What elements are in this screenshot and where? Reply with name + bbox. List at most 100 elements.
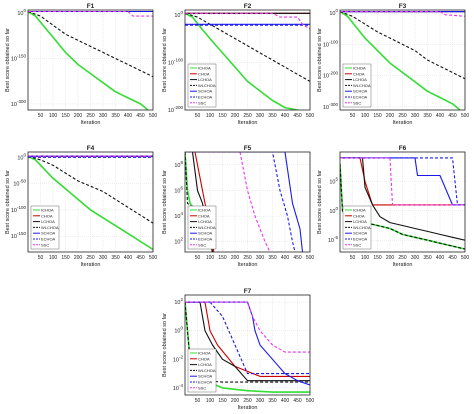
x-tick-label: 300 bbox=[256, 255, 265, 261]
x-tick-label: 150 bbox=[373, 255, 382, 261]
x-tick-label: 250 bbox=[398, 255, 407, 261]
x-tick-label: 350 bbox=[111, 255, 120, 261]
x-tick-label: 450 bbox=[136, 255, 145, 261]
y-axis-label: Best score obtained so far bbox=[162, 28, 168, 92]
legend-label-choa: CHOA bbox=[353, 213, 365, 218]
y-tick-label: 105 bbox=[329, 176, 338, 185]
x-tick-label: 150 bbox=[61, 255, 70, 261]
chart-title: F7 bbox=[244, 288, 252, 295]
x-tick-label: 300 bbox=[411, 255, 420, 261]
legend-label-echoa: ECHOA bbox=[198, 380, 213, 385]
y-tick-label: 10-300 bbox=[323, 102, 339, 111]
legend-label-schoa: SCHOA bbox=[41, 231, 56, 236]
legend-box bbox=[187, 348, 217, 393]
y-tick-label: 10-100 bbox=[168, 57, 184, 66]
x-tick-label: 100 bbox=[49, 255, 58, 261]
x-axis-label: Iteration bbox=[81, 262, 101, 268]
y-axis-label: Best score obtained so far bbox=[162, 170, 168, 234]
legend-box bbox=[187, 205, 217, 250]
x-tick-label: 500 bbox=[461, 255, 470, 261]
legend-label-ssc: SSC bbox=[41, 242, 49, 247]
y-tick-label: 10-100 bbox=[11, 205, 27, 214]
x-tick-label: 100 bbox=[49, 113, 58, 119]
series-line-ssc bbox=[340, 157, 465, 206]
y-tick-label: 10-4 bbox=[173, 383, 184, 392]
y-tick-label: 10-100 bbox=[323, 39, 339, 48]
x-tick-label: 400 bbox=[124, 255, 133, 261]
legend-label-lchoa: LCHOA bbox=[353, 77, 367, 82]
x-tick-label: 150 bbox=[218, 255, 227, 261]
x-tick-label: 50 bbox=[38, 255, 44, 261]
x-tick-label: 200 bbox=[386, 255, 395, 261]
x-axis-label: Iteration bbox=[238, 120, 258, 126]
x-axis-label: Iteration bbox=[238, 405, 258, 411]
x-tick-label: 300 bbox=[256, 113, 265, 119]
x-tick-label: 50 bbox=[195, 255, 201, 261]
chart-title: F2 bbox=[244, 3, 252, 10]
legend-label-choa: CHOA bbox=[198, 356, 210, 361]
series-line-ssc bbox=[185, 152, 271, 252]
legend-box bbox=[342, 205, 372, 250]
x-tick-label: 350 bbox=[268, 398, 277, 404]
legend-label-ichoa: ICHOA bbox=[198, 351, 211, 356]
y-axis-label: Best score obtained so far bbox=[5, 170, 11, 234]
x-tick-label: 200 bbox=[231, 398, 240, 404]
legend-label-ichoa: ICHOA bbox=[198, 66, 211, 71]
x-tick-label: 100 bbox=[206, 255, 215, 261]
x-tick-label: 500 bbox=[149, 255, 158, 261]
chart-title: F1 bbox=[87, 3, 95, 10]
legend-label-ssc: SSC bbox=[353, 100, 361, 105]
x-tick-label: 500 bbox=[306, 255, 315, 261]
legend-label-lchoa: LCHOA bbox=[198, 219, 212, 224]
legend-box bbox=[187, 63, 217, 108]
series-line-wlchoa bbox=[340, 163, 465, 250]
x-tick-label: 350 bbox=[111, 113, 120, 119]
series-line-wlchoa bbox=[340, 11, 465, 80]
y-tick-label: 10-5 bbox=[328, 235, 339, 244]
y-tick-label: 10-150 bbox=[11, 231, 27, 240]
x-tick-label: 500 bbox=[306, 398, 315, 404]
x-tick-label: 250 bbox=[243, 113, 252, 119]
x-tick-label: 150 bbox=[218, 398, 227, 404]
legend-label-ichoa: ICHOA bbox=[41, 208, 54, 213]
chart-title: F6 bbox=[399, 145, 407, 152]
y-tick-label: 10-200 bbox=[168, 105, 184, 114]
legend-label-ssc: SSC bbox=[198, 385, 206, 390]
series-line-lchoa bbox=[185, 301, 310, 382]
y-axis-label: Best score obtained so far bbox=[162, 313, 168, 377]
series-group bbox=[185, 12, 310, 110]
axes-frame bbox=[27, 9, 154, 111]
series-group bbox=[340, 157, 465, 250]
x-tick-label: 100 bbox=[206, 113, 215, 119]
legend-label-schoa: SCHOA bbox=[198, 231, 213, 236]
legend-label-wlchoa: WLCHOA bbox=[198, 225, 216, 230]
axes-frame bbox=[184, 9, 311, 111]
series-line-ssc bbox=[185, 301, 310, 353]
legend-label-choa: CHOA bbox=[198, 213, 210, 218]
axes-frame bbox=[339, 151, 466, 253]
legend-label-lchoa: LCHOA bbox=[41, 219, 55, 224]
x-tick-label: 250 bbox=[86, 255, 95, 261]
legend-label-wlchoa: WLCHOA bbox=[198, 83, 216, 88]
chart-f6: 50 100 150 200 250 300 350 400 450 50010-5100105F… bbox=[317, 145, 469, 268]
x-tick-label: 50 bbox=[195, 113, 201, 119]
x-axis-label: Iteration bbox=[81, 120, 101, 126]
axes-frame bbox=[27, 151, 154, 253]
series-line-wlchoa bbox=[185, 12, 310, 82]
legend-label-echoa: ECHOA bbox=[198, 237, 213, 242]
x-tick-label: 300 bbox=[99, 113, 108, 119]
x-tick-label: 150 bbox=[218, 113, 227, 119]
y-tick-label: 10-150 bbox=[11, 53, 27, 62]
y-axis-label: Best score obtained so far bbox=[317, 170, 323, 234]
y-tick-label: 102 bbox=[174, 237, 183, 246]
series-line-wlchoa bbox=[28, 155, 153, 224]
x-tick-label: 300 bbox=[256, 398, 265, 404]
y-tick-label: 106 bbox=[174, 185, 183, 194]
y-tick-label: 10-2 bbox=[173, 354, 184, 363]
series-line-schoa bbox=[185, 152, 304, 252]
